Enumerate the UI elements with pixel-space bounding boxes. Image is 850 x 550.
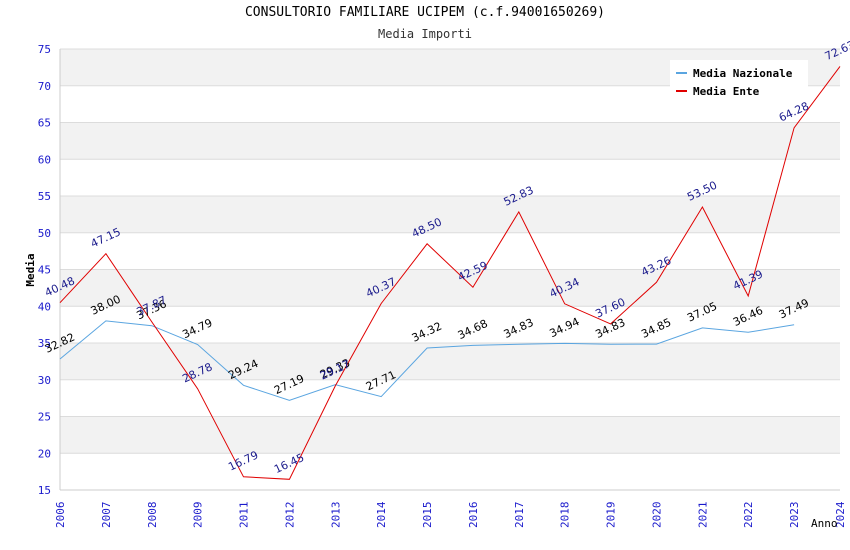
legend-swatch-ente (676, 90, 687, 92)
y-tick-label: 60 (38, 153, 51, 166)
grid-band (60, 416, 840, 454)
x-tick-label: 2022 (742, 502, 755, 529)
y-tick-label: 75 (38, 43, 51, 56)
grid-band (60, 306, 840, 343)
legend-label-ente: Media Ente (693, 84, 760, 98)
chart-title: CONSULTORIO FAMILIARE UCIPEM (c.f.940016… (244, 5, 606, 20)
y-tick-label: 70 (38, 80, 51, 93)
series-line-ente (59, 66, 841, 480)
x-tick-labels: 2006 2007 2008 2009 2011 2012 2013 2014 2015 2016… (54, 501, 847, 528)
x-tick-label: 2006 (54, 502, 67, 529)
y-tick-labels: 15 20 25 30 35 40 45 50 55 60 65 70 75 (38, 43, 51, 497)
gridlines (60, 48, 840, 491)
x-tick-label: 2009 (192, 502, 205, 529)
x-tick-label: 2014 (375, 501, 388, 528)
legend-swatch-nazionale (676, 72, 687, 74)
x-tick-label: 2017 (513, 502, 526, 529)
axes (59, 49, 840, 491)
x-tick-label: 2013 (329, 502, 342, 529)
y-tick-label: 15 (38, 484, 51, 497)
y-tick-label: 25 (38, 411, 51, 424)
legend-item-ente: Media Ente (676, 84, 759, 98)
x-tick-label: 2008 (146, 502, 159, 529)
y-tick-label: 65 (38, 117, 51, 130)
x-tick-label: 2016 (467, 502, 480, 529)
grid-band (60, 379, 840, 417)
y-tick-label: 35 (38, 337, 51, 350)
grid-band (60, 343, 840, 380)
x-axis-label: Anno (811, 517, 838, 530)
x-tick-label: 2018 (559, 502, 572, 529)
x-tick-label: 2015 (421, 502, 434, 529)
chart-legend: Media Nazionale Media Ente (670, 60, 808, 100)
x-tick-label: 2012 (283, 502, 296, 529)
x-tick-label: 2024 (834, 501, 847, 528)
grid-band (60, 269, 840, 307)
x-tick-label: 2020 (650, 502, 663, 529)
grid-band (60, 196, 840, 233)
x-tick-label: 2011 (238, 502, 251, 529)
x-tick-label: 2021 (696, 502, 709, 529)
y-axis-label: Media (24, 253, 37, 286)
grid-band (60, 122, 840, 160)
x-tick-label: 2019 (605, 502, 618, 529)
grid-band (60, 453, 840, 490)
x-tick-label: 2023 (788, 502, 801, 529)
y-tick-label: 40 (38, 300, 51, 313)
y-tick-label: 30 (38, 374, 51, 387)
legend-label-nazionale: Media Nazionale (693, 66, 793, 80)
y-tick-label: 45 (38, 264, 51, 277)
y-tick-label: 50 (38, 227, 51, 240)
series-line-nazionale (59, 320, 795, 401)
grid-band (60, 159, 840, 196)
legend-item-nazionale: Media Nazionale (676, 66, 792, 80)
grid-band (60, 232, 840, 270)
y-tick-label: 20 (38, 447, 51, 460)
series-lines (59, 66, 841, 480)
y-tick-label: 55 (38, 190, 51, 203)
x-tick-label: 2007 (100, 502, 113, 529)
chart-subtitle: Media Importi (378, 27, 472, 41)
